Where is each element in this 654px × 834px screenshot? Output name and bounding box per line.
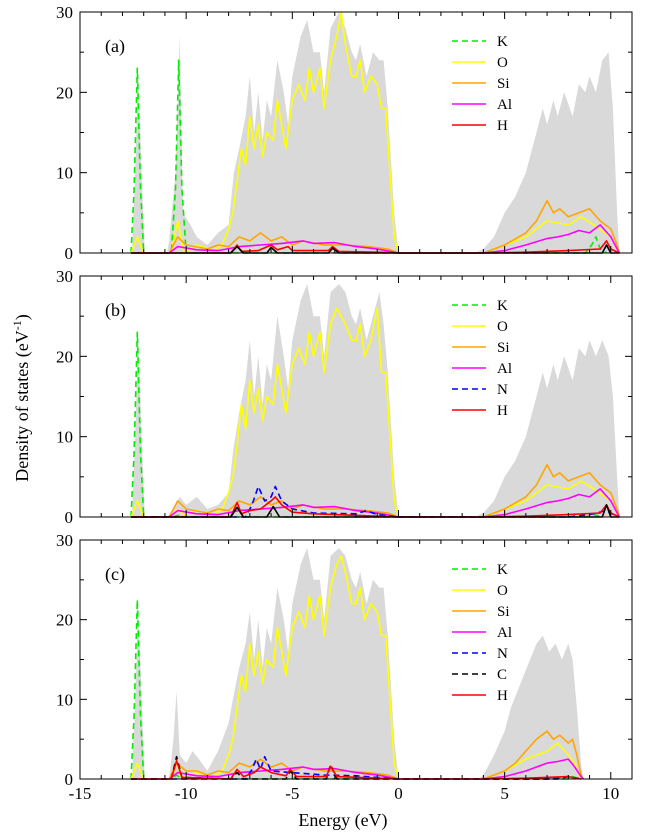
legend-label: H [497,403,508,419]
y-tick-label: 20 [56,83,73,102]
y-tick-label: 0 [65,244,74,263]
y-axis-label: Density of states (eV-1) [10,314,33,481]
series-line-al [131,758,584,780]
x-tick-label: 0 [394,784,403,803]
y-tick-label: 30 [56,3,73,22]
legend-label: N [497,382,508,398]
legend-label: H [497,688,508,704]
y-tick-label: 10 [56,428,73,447]
panel-c: -15 -10 -5 0 5 10 0 10 20 30 (c) KO Si Al NCH [56,531,633,803]
total-dos-area [132,12,620,253]
y-tick-label: 10 [56,164,73,183]
x-axis-label: Energy (eV) [298,810,387,831]
total-dos-area [132,548,584,779]
panel-label: (a) [105,36,125,57]
y-axis-label-close: ) [12,314,33,320]
panel-label: (c) [105,564,125,585]
legend-label: K [497,298,508,314]
x-tick-label: -5 [285,784,299,803]
legend-label: O [497,55,508,71]
x-tick-label: -10 [175,784,198,803]
y-tick-label: 10 [56,690,73,709]
legend-label: Si [497,340,510,356]
legend-label: Al [497,625,512,641]
y-tick-label: 0 [65,508,74,527]
legend-label: K [497,562,508,578]
series-line-unlabeled [131,504,620,518]
y-axis-label-superscript: -1 [10,320,24,330]
legend-label: O [497,583,508,599]
y-axis-label-main: Density of states (eV [12,330,33,481]
series-line-si [131,200,621,254]
y-tick-label: 30 [56,267,73,286]
y-tick-label: 30 [56,531,73,550]
legend-label: Al [497,97,512,113]
series-line-si [131,464,621,518]
legend-label: Si [497,604,510,620]
x-tick-label: 10 [602,784,619,803]
y-tick-label: 20 [56,347,73,366]
series-line-k [130,59,607,254]
legend-label: K [497,34,508,50]
panel-b: 0 10 20 30 (b) KO Si Al NH [56,267,633,527]
legend-label: Al [497,361,512,377]
x-tick-label: -15 [69,784,92,803]
legend-label: H [497,118,508,134]
legend-label: C [497,667,507,683]
series-line-k [130,599,582,780]
y-tick-label: 0 [65,770,74,789]
x-tick-label: 5 [500,784,509,803]
legend-label: Si [497,76,510,92]
y-tick-label: 20 [56,611,73,630]
legend-label: O [497,319,508,335]
legend-label: N [497,646,508,662]
series-line-c [131,755,582,780]
total-dos-area [132,284,620,517]
panel-label: (b) [105,300,126,321]
panel-a: 0 10 20 30 (a) KO Si Al H [56,3,633,263]
